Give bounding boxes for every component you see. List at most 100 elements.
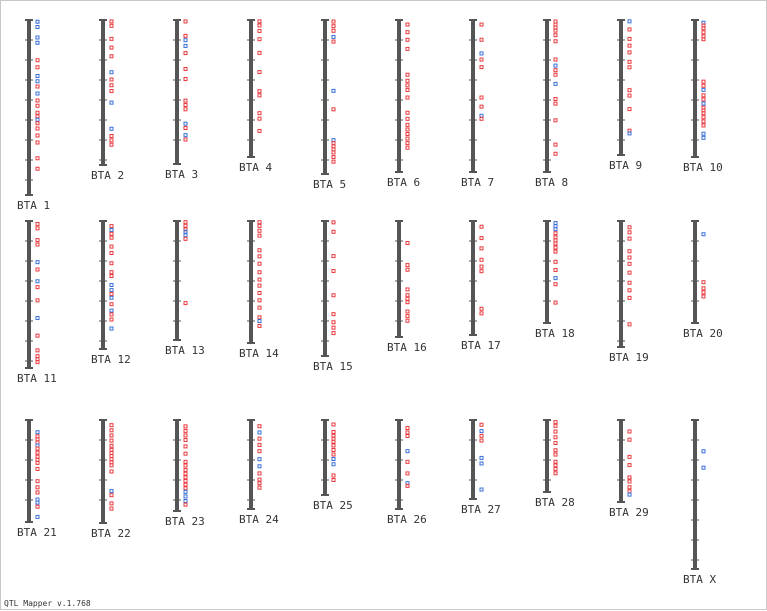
- qtl-marker-red[interactable]: [405, 22, 410, 27]
- qtl-marker-red[interactable]: [331, 150, 336, 155]
- qtl-marker-blue[interactable]: [35, 74, 40, 78]
- qtl-marker-red[interactable]: [331, 147, 336, 152]
- qtl-marker-red[interactable]: [405, 459, 410, 464]
- qtl-marker-blue[interactable]: [183, 494, 188, 499]
- qtl-marker-red[interactable]: [35, 121, 40, 126]
- qtl-marker-red[interactable]: [183, 33, 188, 38]
- qtl-marker-red[interactable]: [553, 448, 558, 453]
- qtl-marker-red[interactable]: [183, 502, 188, 507]
- qtl-marker-blue[interactable]: [553, 221, 558, 226]
- qtl-marker-red[interactable]: [553, 282, 558, 287]
- qtl-marker-red[interactable]: [701, 37, 706, 42]
- qtl-marker-red[interactable]: [109, 235, 114, 240]
- qtl-marker-red[interactable]: [257, 28, 262, 33]
- qtl-marker-red[interactable]: [183, 478, 188, 483]
- qtl-marker-red[interactable]: [701, 123, 706, 128]
- qtl-marker-red[interactable]: [183, 98, 188, 103]
- qtl-marker-red[interactable]: [183, 463, 188, 468]
- qtl-marker-red[interactable]: [701, 294, 706, 299]
- qtl-marker-red[interactable]: [35, 490, 40, 495]
- qtl-marker-blue[interactable]: [35, 40, 40, 45]
- qtl-marker-red[interactable]: [331, 430, 336, 434]
- qtl-marker-red[interactable]: [553, 142, 558, 147]
- qtl-marker-red[interactable]: [479, 95, 484, 100]
- qtl-marker-blue[interactable]: [109, 283, 114, 287]
- qtl-marker-red[interactable]: [183, 471, 188, 476]
- qtl-marker-blue[interactable]: [331, 88, 336, 93]
- qtl-marker-blue[interactable]: [183, 43, 188, 48]
- qtl-marker-blue[interactable]: [183, 489, 188, 494]
- qtl-marker-red[interactable]: [405, 46, 410, 51]
- qtl-marker-red[interactable]: [35, 267, 40, 272]
- qtl-marker-red[interactable]: [405, 37, 410, 42]
- qtl-marker-red[interactable]: [479, 236, 484, 241]
- qtl-marker-red[interactable]: [183, 66, 188, 71]
- qtl-marker-red[interactable]: [701, 97, 706, 102]
- qtl-marker-red[interactable]: [257, 23, 262, 28]
- qtl-marker-blue[interactable]: [35, 117, 40, 122]
- qtl-marker-blue[interactable]: [627, 492, 632, 497]
- qtl-marker-blue[interactable]: [701, 232, 706, 237]
- qtl-marker-red[interactable]: [405, 87, 410, 92]
- qtl-marker-red[interactable]: [109, 23, 114, 28]
- qtl-marker-red[interactable]: [627, 295, 632, 300]
- qtl-marker-red[interactable]: [109, 77, 114, 82]
- qtl-marker-red[interactable]: [109, 36, 114, 41]
- qtl-marker-red[interactable]: [257, 471, 262, 476]
- qtl-marker-red[interactable]: [553, 33, 558, 38]
- qtl-marker-red[interactable]: [553, 420, 558, 425]
- qtl-marker-blue[interactable]: [627, 19, 632, 24]
- qtl-marker-red[interactable]: [479, 422, 484, 427]
- qtl-marker-red[interactable]: [405, 30, 410, 35]
- qtl-marker-red[interactable]: [109, 457, 114, 462]
- qtl-marker-blue[interactable]: [701, 465, 706, 470]
- qtl-marker-red[interactable]: [479, 257, 484, 262]
- qtl-marker-red[interactable]: [109, 493, 114, 498]
- qtl-marker-red[interactable]: [405, 314, 410, 319]
- qtl-marker-red[interactable]: [701, 286, 706, 291]
- qtl-marker-red[interactable]: [35, 103, 40, 108]
- qtl-marker-red[interactable]: [109, 312, 114, 317]
- qtl-marker-blue[interactable]: [553, 227, 558, 232]
- qtl-marker-red[interactable]: [109, 142, 114, 147]
- qtl-marker-red[interactable]: [627, 43, 632, 48]
- qtl-marker-red[interactable]: [257, 254, 262, 259]
- qtl-marker-blue[interactable]: [183, 229, 188, 234]
- qtl-marker-red[interactable]: [553, 231, 558, 236]
- qtl-marker-red[interactable]: [627, 88, 632, 93]
- qtl-marker-red[interactable]: [553, 151, 558, 156]
- qtl-marker-red[interactable]: [405, 78, 410, 83]
- qtl-marker-red[interactable]: [553, 39, 558, 44]
- qtl-marker-red[interactable]: [109, 469, 114, 474]
- qtl-marker-red[interactable]: [701, 30, 706, 35]
- qtl-marker-red[interactable]: [479, 438, 484, 443]
- qtl-marker-red[interactable]: [701, 83, 706, 88]
- qtl-marker-red[interactable]: [109, 506, 114, 511]
- qtl-marker-red[interactable]: [109, 291, 114, 296]
- qtl-marker-red[interactable]: [257, 283, 262, 288]
- qtl-marker-blue[interactable]: [701, 449, 706, 454]
- qtl-marker-blue[interactable]: [183, 498, 188, 503]
- qtl-marker-red[interactable]: [701, 26, 706, 31]
- qtl-marker-red[interactable]: [183, 107, 188, 112]
- qtl-marker-blue[interactable]: [35, 497, 40, 502]
- qtl-marker-red[interactable]: [257, 270, 262, 275]
- qtl-marker-red[interactable]: [35, 454, 40, 459]
- qtl-marker-red[interactable]: [109, 251, 114, 255]
- qtl-marker-red[interactable]: [331, 39, 336, 44]
- qtl-marker-red[interactable]: [257, 228, 262, 233]
- qtl-marker-red[interactable]: [331, 422, 336, 427]
- qtl-marker-red[interactable]: [109, 460, 114, 465]
- qtl-marker-red[interactable]: [405, 296, 410, 301]
- qtl-marker-red[interactable]: [183, 486, 188, 491]
- qtl-marker-red[interactable]: [405, 132, 410, 136]
- qtl-marker-blue[interactable]: [109, 308, 114, 313]
- qtl-marker-red[interactable]: [331, 443, 336, 448]
- qtl-marker-red[interactable]: [627, 479, 632, 484]
- qtl-marker-red[interactable]: [627, 107, 632, 112]
- qtl-marker-red[interactable]: [331, 312, 336, 317]
- qtl-marker-blue[interactable]: [109, 288, 114, 293]
- qtl-marker-blue[interactable]: [479, 51, 484, 56]
- qtl-marker-blue[interactable]: [479, 455, 484, 460]
- qtl-marker-red[interactable]: [331, 28, 336, 33]
